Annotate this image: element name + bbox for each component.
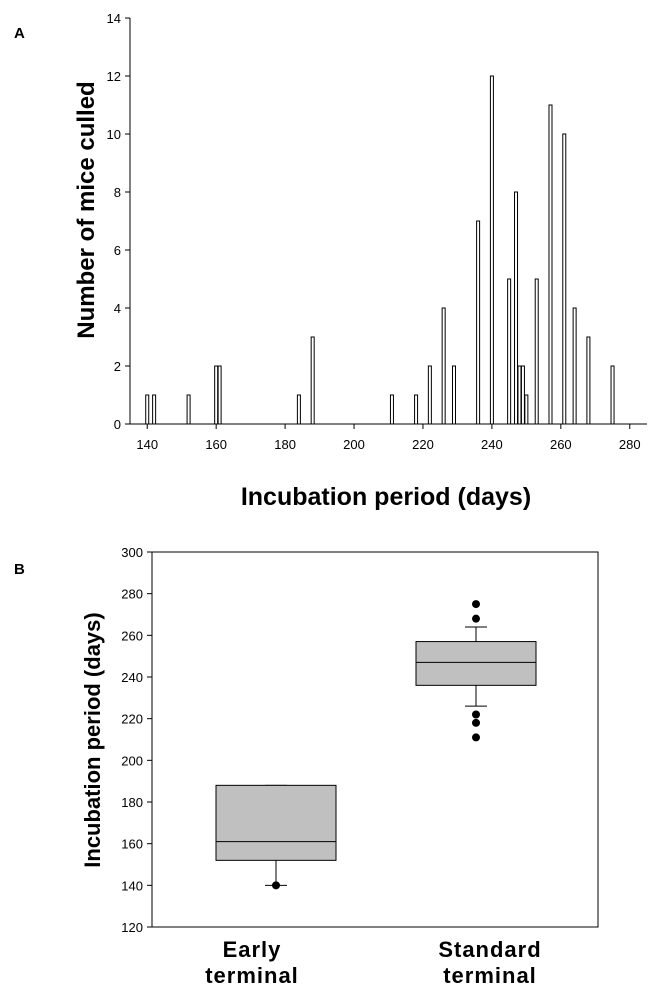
- bar: [427, 365, 432, 425]
- bar: [548, 104, 553, 425]
- y-tick-label: 260: [121, 628, 143, 643]
- x-tick-label: 240: [481, 437, 503, 452]
- bar: [310, 336, 315, 425]
- bar: [441, 307, 446, 425]
- x-tick-label: 160: [205, 437, 227, 452]
- y-tick-label: 300: [121, 545, 143, 560]
- x-tick-label: 180: [274, 437, 296, 452]
- bar: [534, 278, 539, 425]
- bar: [520, 365, 525, 425]
- box-series: [215, 600, 537, 890]
- bar: [514, 191, 519, 425]
- outlier-point: [472, 600, 480, 609]
- outlier-point: [472, 710, 480, 719]
- outlier-point: [472, 733, 480, 742]
- y-tick-label: 6: [114, 243, 121, 258]
- bar: [507, 278, 512, 425]
- category-label-early-2: terminal: [205, 963, 299, 988]
- bar: [476, 220, 481, 425]
- y-tick-label: 0: [114, 417, 121, 432]
- category-label-standard: Standard: [438, 937, 541, 962]
- plot-frame: [151, 551, 599, 928]
- bar: [610, 365, 615, 425]
- x-tick-label: 200: [343, 437, 365, 452]
- y-axis-title: Incubation period (days): [80, 612, 105, 867]
- y-tick-label: 160: [121, 837, 143, 852]
- category-label-standard-2: terminal: [443, 963, 537, 988]
- bar: [524, 394, 529, 425]
- bar: [186, 394, 191, 425]
- outlier-point: [472, 718, 480, 727]
- x-tick-label: 280: [619, 437, 641, 452]
- y-tick-label: 240: [121, 670, 143, 685]
- bar: [145, 394, 150, 425]
- y-tick-label: 12: [107, 69, 121, 84]
- boxplot-panel-b: B 120 140 160 180 200 220 240 260 280 300 Incubat…: [14, 545, 599, 988]
- bar: [489, 75, 494, 425]
- category-label-early: Early: [223, 937, 282, 962]
- bar: [517, 365, 522, 425]
- bar: [414, 394, 419, 425]
- bar: [586, 336, 591, 425]
- x-tick-label: 220: [412, 437, 434, 452]
- bar-series: [145, 75, 615, 425]
- y-tick-label: 4: [114, 301, 121, 316]
- bar: [389, 394, 394, 425]
- histogram-panel-a: A 0 2 4 6 8 10 12 14 140 160 180 200 220 240 260 280 N…: [14, 11, 647, 511]
- y-tick-label: 8: [114, 185, 121, 200]
- box: [415, 641, 537, 686]
- y-tick-label: 200: [121, 753, 143, 768]
- panel-label-a: A: [14, 25, 25, 42]
- box: [215, 784, 337, 861]
- y-tick-label: 14: [107, 11, 121, 26]
- y-tick-label: 180: [121, 795, 143, 810]
- bar: [572, 307, 577, 425]
- y-tick-label: 220: [121, 712, 143, 727]
- y-axis-title: Number of mice culled: [73, 81, 100, 338]
- bar: [152, 394, 157, 425]
- y-tick-label: 2: [114, 359, 121, 374]
- bar: [562, 133, 567, 425]
- bar: [217, 365, 222, 425]
- outlier-point: [472, 614, 480, 623]
- x-tick-label: 140: [136, 437, 158, 452]
- y-tick-label: 120: [121, 920, 143, 935]
- panel-label-b: B: [14, 561, 25, 578]
- x-axis-ticks: 140 160 180 200 220 240 260 280: [136, 424, 641, 452]
- y-axis-ticks: 120 140 160 180 200 220 240 260 280 300: [121, 545, 152, 935]
- y-tick-label: 140: [121, 878, 143, 893]
- x-axis-title: Incubation period (days): [241, 483, 531, 511]
- bar: [214, 365, 219, 425]
- bar: [296, 394, 301, 425]
- y-axis-ticks: 0 2 4 6 8 10 12 14: [107, 11, 130, 432]
- bar: [451, 365, 456, 425]
- outlier-point: [272, 881, 280, 890]
- y-tick-label: 10: [107, 127, 121, 142]
- x-tick-label: 260: [550, 437, 572, 452]
- y-tick-label: 280: [121, 587, 143, 602]
